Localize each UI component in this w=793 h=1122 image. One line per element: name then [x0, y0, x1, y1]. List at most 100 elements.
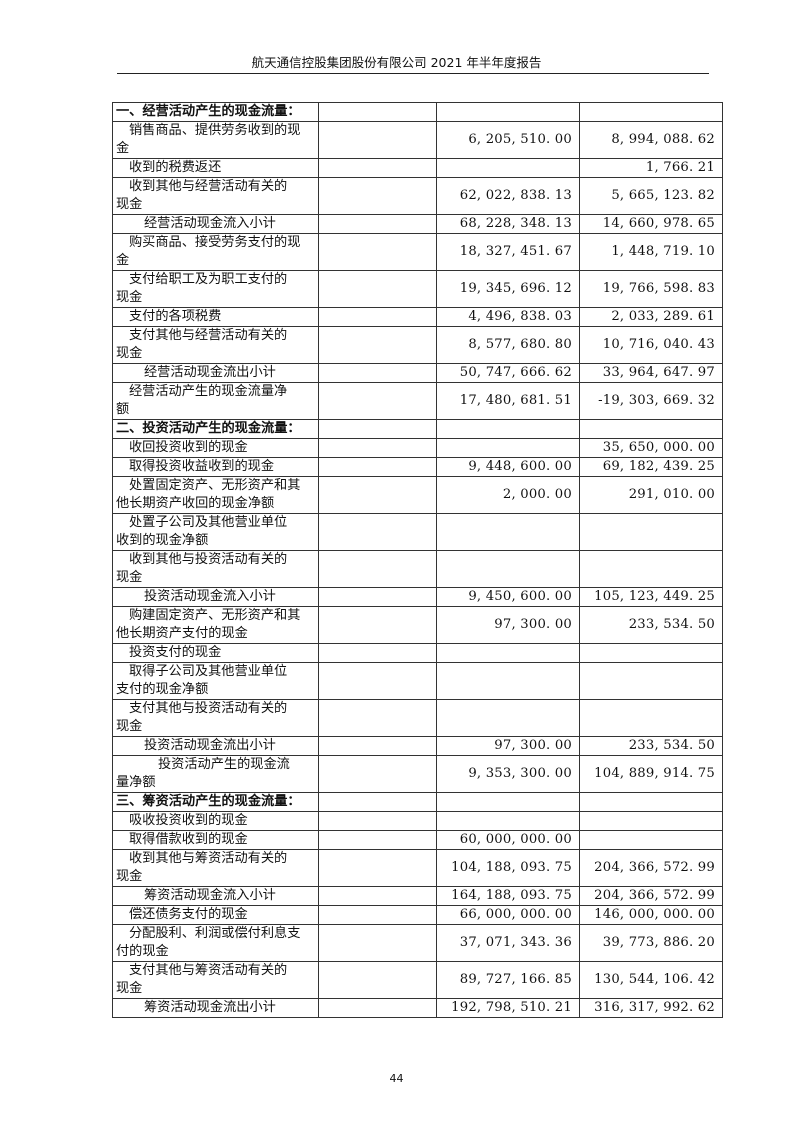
- note-cell: [318, 513, 437, 551]
- row-label: 收到其他与投资活动有关的 现金: [112, 550, 319, 588]
- note-cell: [318, 736, 437, 756]
- section-header-row: 二、投资活动产生的现金流量：: [112, 419, 723, 439]
- prior-period-amount: 146, 000, 000. 00: [579, 905, 723, 925]
- note-cell: [318, 550, 437, 588]
- row-label-line: 额: [116, 402, 130, 417]
- current-period-amount: [436, 792, 580, 812]
- row-label-line: 一、经营活动产生的现金流量：: [116, 104, 301, 119]
- page-header-title: 航天通信控股集团股份有限公司 2021 年半年度报告: [251, 55, 542, 70]
- row-label: 销售商品、提供劳务收到的现金: [112, 121, 319, 159]
- row-label: 取得子公司及其他营业单位 支付的现金净额: [112, 662, 319, 700]
- row-label: 购建固定资产、无形资产和其 他长期资产支付的现金: [112, 606, 319, 644]
- row-label-line: 收回投资收到的现金: [129, 440, 248, 455]
- row-label-line: 吸收投资收到的现金: [129, 813, 248, 828]
- current-period-amount: 89, 727, 166. 85: [436, 961, 580, 999]
- row-label-line: 金: [116, 253, 130, 268]
- current-period-amount: [436, 550, 580, 588]
- row-label: 购买商品、接受劳务支付的现金: [112, 233, 319, 271]
- note-cell: [318, 961, 437, 999]
- note-cell: [318, 121, 437, 159]
- prior-period-amount: [579, 513, 723, 551]
- note-cell: [318, 905, 437, 925]
- prior-period-amount: 10, 716, 040. 43: [579, 326, 723, 364]
- row-label-line: 他长期资产收回的现金净额: [116, 496, 275, 511]
- prior-period-amount: 204, 366, 572. 99: [579, 849, 723, 887]
- row-label-line: 销售商品、提供劳务收到的现: [129, 123, 301, 138]
- row-label: 筹资活动现金流入小计: [112, 886, 319, 906]
- note-cell: [318, 886, 437, 906]
- note-cell: [318, 270, 437, 308]
- current-period-amount: 97, 300. 00: [436, 736, 580, 756]
- prior-period-amount: 130, 544, 106. 42: [579, 961, 723, 999]
- row-label: 处置固定资产、无形资产和其 他长期资产收回的现金净额: [112, 476, 319, 514]
- row-label-line: 投资活动产生的现金流: [158, 757, 290, 772]
- table-row: 购买商品、接受劳务支付的现金 18, 327, 451. 67 1, 448, 71…: [112, 233, 723, 271]
- row-label-line: 购买商品、接受劳务支付的现: [129, 235, 301, 250]
- current-period-amount: 62, 022, 838. 13: [436, 177, 580, 215]
- row-label: 支付的各项税费: [112, 307, 319, 327]
- row-label-line: 购建固定资产、无形资产和其: [129, 608, 301, 623]
- current-period-amount: 6, 205, 510. 00: [436, 121, 580, 159]
- table-row: 处置固定资产、无形资产和其 他长期资产收回的现金净额 2, 000. 00 291, …: [112, 476, 723, 514]
- subtotal-row: 经营活动现金流出小计 50, 747, 666. 62 33, 964, 647. …: [112, 363, 723, 383]
- row-label: 投资活动现金流入小计: [112, 587, 319, 607]
- prior-period-amount: [579, 792, 723, 812]
- current-period-amount: 192, 798, 510. 21: [436, 998, 580, 1018]
- note-cell: [318, 102, 437, 122]
- row-label-line: 偿还债务支付的现金: [129, 907, 248, 922]
- row-label-line: 现金: [116, 197, 143, 212]
- row-label-line: 金: [116, 141, 130, 156]
- row-label: 投资活动产生的现金流 量净额: [112, 755, 319, 793]
- note-cell: [318, 307, 437, 327]
- current-period-amount: 37, 071, 343. 36: [436, 924, 580, 962]
- table-row: 取得投资收益收到的现金 9, 448, 600. 00 69, 182, 439. …: [112, 457, 723, 477]
- table-row: 支付给职工及为职工支付的 现金 19, 345, 696. 12 19, 766, 5…: [112, 270, 723, 308]
- row-label: 经营活动现金流入小计: [112, 214, 319, 234]
- note-cell: [318, 382, 437, 420]
- current-period-amount: 19, 345, 696. 12: [436, 270, 580, 308]
- table-row: 支付其他与经营活动有关的 现金 8, 577, 680. 80 10, 716, 04…: [112, 326, 723, 364]
- row-label-line: 现金: [116, 719, 143, 734]
- note-cell: [318, 811, 437, 831]
- table-row: 收到其他与经营活动有关的 现金 62, 022, 838. 13 5, 665, 12…: [112, 177, 723, 215]
- row-label-line: 收到的税费返还: [129, 160, 222, 175]
- table-row: 收到其他与筹资活动有关的现金 104, 188, 093. 75 204, 366,…: [112, 849, 723, 887]
- prior-period-amount: 2, 033, 289. 61: [579, 307, 723, 327]
- prior-period-amount: 233, 534. 50: [579, 606, 723, 644]
- row-label: 经营活动产生的现金流量净额: [112, 382, 319, 420]
- row-label: 投资活动现金流出小计: [112, 736, 319, 756]
- current-period-amount: [436, 419, 580, 439]
- row-label: 一、经营活动产生的现金流量：: [112, 102, 319, 122]
- table-row: 支付其他与筹资活动有关的 现金 89, 727, 166. 85 130, 544, …: [112, 961, 723, 999]
- row-label-line: 取得投资收益收到的现金: [129, 459, 275, 474]
- row-label: 取得投资收益收到的现金: [112, 457, 319, 477]
- note-cell: [318, 158, 437, 178]
- table-row: 收到的税费返还 1, 766. 21: [112, 158, 723, 178]
- note-cell: [318, 326, 437, 364]
- row-label-line: 收到其他与筹资活动有关的: [129, 851, 288, 866]
- prior-period-amount: 1, 448, 719. 10: [579, 233, 723, 271]
- table-row: 经营活动产生的现金流量净额 17, 480, 681. 51 -19, 303, 6…: [112, 382, 723, 420]
- row-label: 收回投资收到的现金: [112, 438, 319, 458]
- prior-period-amount: 5, 665, 123. 82: [579, 177, 723, 215]
- table-row: 取得子公司及其他营业单位 支付的现金净额: [112, 662, 723, 700]
- table-row: 收到其他与投资活动有关的 现金: [112, 550, 723, 588]
- section-header-row: 一、经营活动产生的现金流量：: [112, 102, 723, 122]
- current-period-amount: [436, 102, 580, 122]
- current-period-amount: [436, 158, 580, 178]
- note-cell: [318, 476, 437, 514]
- prior-period-amount: [579, 419, 723, 439]
- row-label: 分配股利、利润或偿付利息支 付的现金: [112, 924, 319, 962]
- row-label-line: 付的现金: [116, 944, 169, 959]
- current-period-amount: [436, 811, 580, 831]
- prior-period-amount: [579, 662, 723, 700]
- row-label-line: 现金: [116, 869, 143, 884]
- current-period-amount: [436, 662, 580, 700]
- subtotal-row: 投资活动现金流出小计 97, 300. 00 233, 534. 50: [112, 736, 723, 756]
- current-period-amount: 2, 000. 00: [436, 476, 580, 514]
- current-period-amount: [436, 438, 580, 458]
- row-label-line: 支付其他与经营活动有关的: [129, 328, 288, 343]
- current-period-amount: 104, 188, 093. 75: [436, 849, 580, 887]
- row-label-line: 取得借款收到的现金: [129, 832, 248, 847]
- note-cell: [318, 998, 437, 1018]
